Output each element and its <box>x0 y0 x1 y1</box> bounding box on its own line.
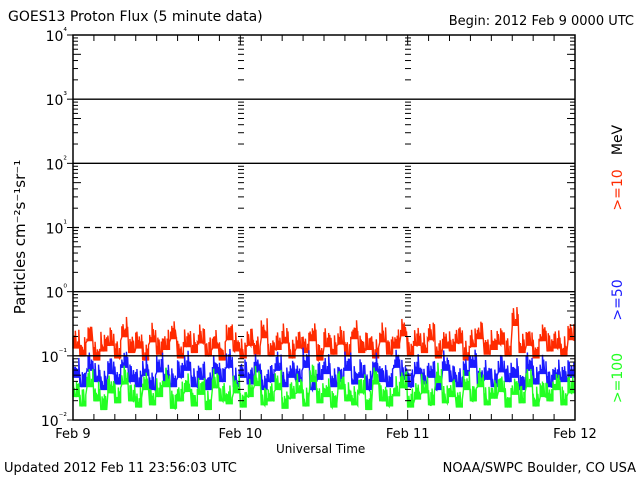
y-tick-label: 10³ <box>46 91 68 109</box>
y-tick-label: 10⁴ <box>46 27 68 45</box>
series-line-0 <box>72 307 575 362</box>
y-tick-label: 10¹ <box>46 220 68 238</box>
y-tick-label: 10⁰ <box>46 284 68 302</box>
y-tick-label: 10² <box>46 155 68 173</box>
updated-time: Updated 2012 Feb 11 23:56:03 UTC <box>4 461 237 476</box>
energy-label: >=50 <box>610 279 626 320</box>
y-tick-label: 10⁻¹ <box>41 348 68 366</box>
energy-label: >=10 <box>610 169 626 210</box>
energy-label: >=100 <box>610 353 626 403</box>
x-tick-label: Feb 12 <box>553 427 597 442</box>
chart-title: GOES13 Proton Flux (5 minute data) <box>8 9 263 25</box>
x-tick-label: Feb 9 <box>55 427 90 442</box>
series-line-1 <box>72 347 575 393</box>
credit: NOAA/SWPC Boulder, CO USA <box>442 461 636 476</box>
x-tick-label: Feb 11 <box>386 427 430 442</box>
energy-label: MeV <box>610 124 626 155</box>
begin-time: Begin: 2012 Feb 9 0000 UTC <box>448 14 634 29</box>
series-line-2 <box>72 362 575 411</box>
x-axis-label: Universal Time <box>276 442 366 456</box>
x-tick-label: Feb 10 <box>218 427 262 442</box>
